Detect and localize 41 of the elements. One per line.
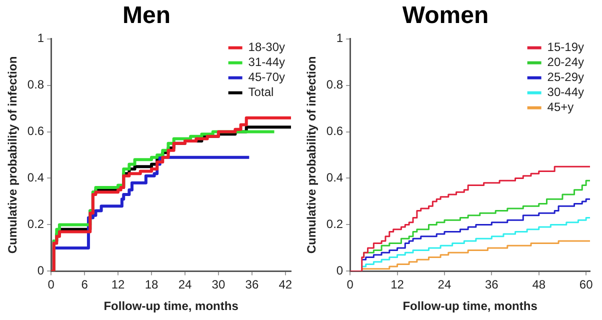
x-tick-label: 60	[579, 278, 594, 292]
x-tick-label: 12	[111, 278, 126, 292]
x-tick-label: 30	[212, 278, 226, 292]
legend-label: 30-44y	[547, 85, 584, 100]
y-tick-label: 0.4	[326, 170, 344, 185]
x-tick-label: 36	[484, 278, 499, 292]
legend-label: 31-44y	[248, 55, 286, 70]
x-tick-label: 42	[278, 278, 292, 292]
legend-label: 45-70y	[248, 70, 286, 84]
x-axis-title: Follow-up time, months	[402, 299, 538, 314]
y-tick-label: 0.4	[27, 170, 44, 185]
legend-label: 18-30y	[248, 40, 286, 54]
y-axis-title: Cumulative probability of infection	[304, 56, 319, 254]
legend-label: 15-19y	[547, 40, 584, 54]
y-tick-label: 1	[37, 31, 44, 46]
x-tick-label: 18	[144, 278, 159, 292]
y-tick-label: 0	[336, 264, 344, 278]
y-tick-label: 0.8	[27, 78, 44, 92]
y-tick-label: 0.2	[326, 217, 344, 232]
legend-label: 20-24y	[547, 55, 584, 70]
x-tick-label: 36	[245, 278, 259, 292]
x-tick-label: 0	[346, 278, 354, 292]
y-axis-title: Cumulative probability of infection	[6, 56, 20, 254]
x-tick-label: 6	[81, 278, 88, 292]
y-tick-label: 0	[37, 264, 44, 278]
y-tick-label: 0.6	[326, 124, 344, 138]
x-tick-label: 24	[178, 278, 192, 292]
y-tick-label: 0.8	[326, 78, 344, 92]
legend-label: 25-29y	[547, 70, 584, 84]
chart-title: Women	[402, 2, 489, 30]
chart-title: Men	[122, 2, 170, 30]
legend-label: 45+y	[547, 100, 574, 114]
y-tick-label: 0.6	[27, 124, 44, 138]
x-tick-label: 0	[48, 278, 55, 292]
x-tick-label: 48	[532, 278, 546, 292]
legend-label: Total	[248, 85, 274, 100]
y-tick-label: 0.2	[27, 217, 44, 232]
x-tick-label: 24	[438, 278, 452, 292]
y-tick-label: 1	[336, 31, 344, 46]
x-tick-label: 12	[390, 278, 404, 292]
x-axis-title: Follow-up time, months	[104, 299, 239, 314]
